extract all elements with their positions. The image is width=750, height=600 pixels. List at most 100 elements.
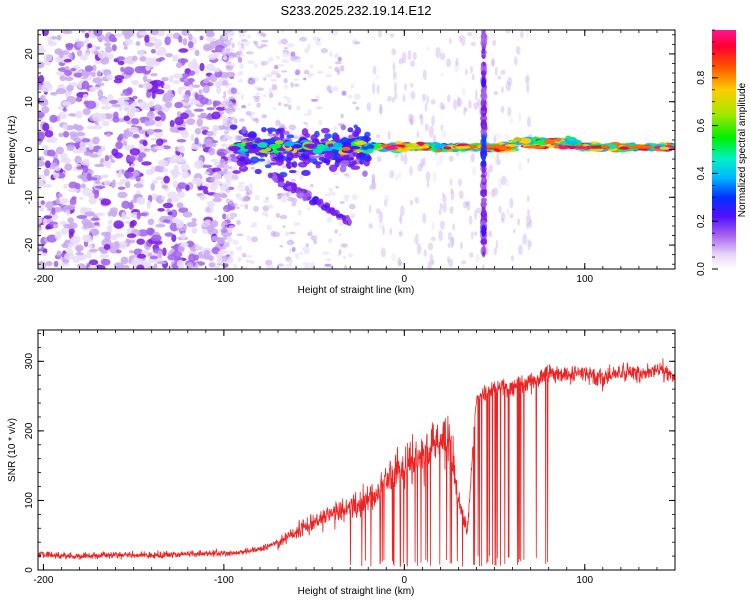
spectrogram-cell — [491, 59, 495, 68]
spectrogram-cell — [238, 33, 246, 38]
spectrogram-cell — [301, 128, 309, 136]
spectrogram-cell — [82, 93, 89, 99]
spectrogram-cell — [272, 156, 282, 160]
spectrogram-cell — [366, 144, 375, 149]
spectrogram-cell — [343, 194, 350, 199]
spectrogram-cell — [228, 165, 233, 170]
spectrogram-cell — [228, 55, 234, 61]
spectrogram-cell — [161, 184, 168, 190]
spectrogram-cell — [155, 176, 165, 181]
spectrogram-cell — [122, 141, 128, 147]
spectrogram-cell — [302, 262, 311, 266]
spectrogram-cell — [88, 144, 94, 151]
spectrogram-cell — [236, 233, 244, 237]
spectrogram-cell — [157, 250, 163, 259]
spectrogram-cell — [429, 253, 434, 265]
spectrogram-cell — [181, 171, 190, 179]
spectrogram-cell — [297, 161, 308, 168]
spectrogram-cell — [500, 211, 506, 221]
spectrogram-cell — [416, 130, 420, 138]
spectrogram-cell — [271, 84, 278, 91]
spectrogram-cell — [455, 145, 471, 149]
spectrogram-cell — [325, 206, 334, 214]
spectrogram-cell — [40, 200, 45, 205]
spectrogram-cell — [92, 228, 98, 235]
spectrogram-cell — [435, 46, 441, 59]
spectrogram-cell — [379, 220, 384, 229]
spectrogram-cell — [490, 188, 496, 198]
spectrogram-cell — [200, 126, 210, 131]
spectrogram-cell — [226, 198, 234, 204]
spectrogram-cell — [82, 165, 89, 173]
spectrogram-cell — [427, 242, 434, 251]
snr-frame — [37, 329, 676, 571]
spectrogram-cell — [389, 33, 395, 38]
spectrogram-cell — [177, 127, 186, 131]
spectrogram-cell — [244, 254, 253, 258]
colorbar-tick-label: 0.2 — [696, 214, 707, 228]
spectrogram-cell — [435, 148, 443, 153]
y-tick-label: 10 — [24, 96, 35, 108]
spectrogram-cell — [94, 185, 106, 189]
snr-panel: -200 -100 0 100 0 100 200 300 Height of straigh… — [7, 329, 676, 597]
spectrogram-cell — [337, 233, 342, 237]
spectrogram-cell — [398, 260, 403, 267]
spectrogram-cell — [290, 178, 296, 182]
spectrogram-cell — [152, 148, 158, 153]
spectrogram-cell — [60, 157, 72, 164]
spectrogram-cell — [399, 213, 403, 225]
spectrogram-cell — [193, 254, 199, 261]
spectrogram-cell — [55, 88, 67, 95]
spectrogram-cell — [222, 213, 227, 220]
spectrogram-cell — [87, 244, 93, 249]
spectrogram-cell — [246, 259, 254, 264]
spectrogram-cell — [59, 262, 70, 267]
spectrogram-cell — [223, 150, 231, 154]
x-tick-label: 0 — [402, 274, 408, 285]
spectrogram-cell — [206, 36, 216, 42]
spectrogram-cell — [212, 197, 223, 203]
spectrogram-cell — [488, 230, 493, 238]
spectrogram-cell — [88, 259, 99, 266]
spectrogram-cell — [38, 174, 46, 182]
spectrogram-cell — [163, 84, 171, 90]
spectrogram-cell — [493, 134, 497, 144]
spectrogram-cell — [226, 256, 234, 264]
spectrogram-cell — [202, 228, 209, 235]
spectrogram-cell — [144, 120, 150, 127]
spectrogram-cell — [71, 196, 77, 200]
spectrogram-cell — [62, 123, 68, 131]
spectrogram-cell — [101, 120, 110, 127]
spectrogram-cell — [180, 163, 190, 172]
spectrogram-cell — [481, 48, 486, 55]
spectrogram-cell — [250, 111, 256, 115]
spectrogram-cell — [225, 213, 232, 219]
spectrogram-cell — [371, 173, 376, 183]
spectrogram-cell — [102, 174, 109, 179]
spectrogram-cell — [302, 246, 311, 252]
spectrogram-cell — [334, 53, 340, 59]
spectrogram-cell — [90, 217, 100, 221]
spectrogram-cell — [341, 90, 347, 96]
spectrogram-cell — [125, 30, 135, 37]
spectrogram-cell — [215, 106, 227, 111]
spectrogram-cell — [440, 124, 444, 131]
spectrogram-cell — [104, 46, 113, 53]
spectrogram-cell — [230, 116, 235, 120]
spectrogram-cell — [58, 51, 64, 59]
spectrogram-cell — [103, 244, 111, 251]
spectrogram-cell — [216, 148, 228, 157]
spectrogram-cell — [172, 250, 183, 258]
spectrogram-cell — [238, 181, 246, 185]
spectrogram-cell — [38, 74, 45, 84]
spectrogram-cell — [309, 262, 315, 269]
spectrogram-cell — [347, 127, 354, 133]
spectrogram-cell — [169, 119, 175, 128]
spectrogram-cell — [481, 153, 486, 163]
spectrogram-cell — [149, 255, 158, 260]
spectrogram-cell — [290, 51, 296, 57]
spectrogram-cell — [157, 261, 167, 265]
spectrogram-cell — [384, 194, 390, 203]
spectrogram-cell — [176, 202, 184, 209]
